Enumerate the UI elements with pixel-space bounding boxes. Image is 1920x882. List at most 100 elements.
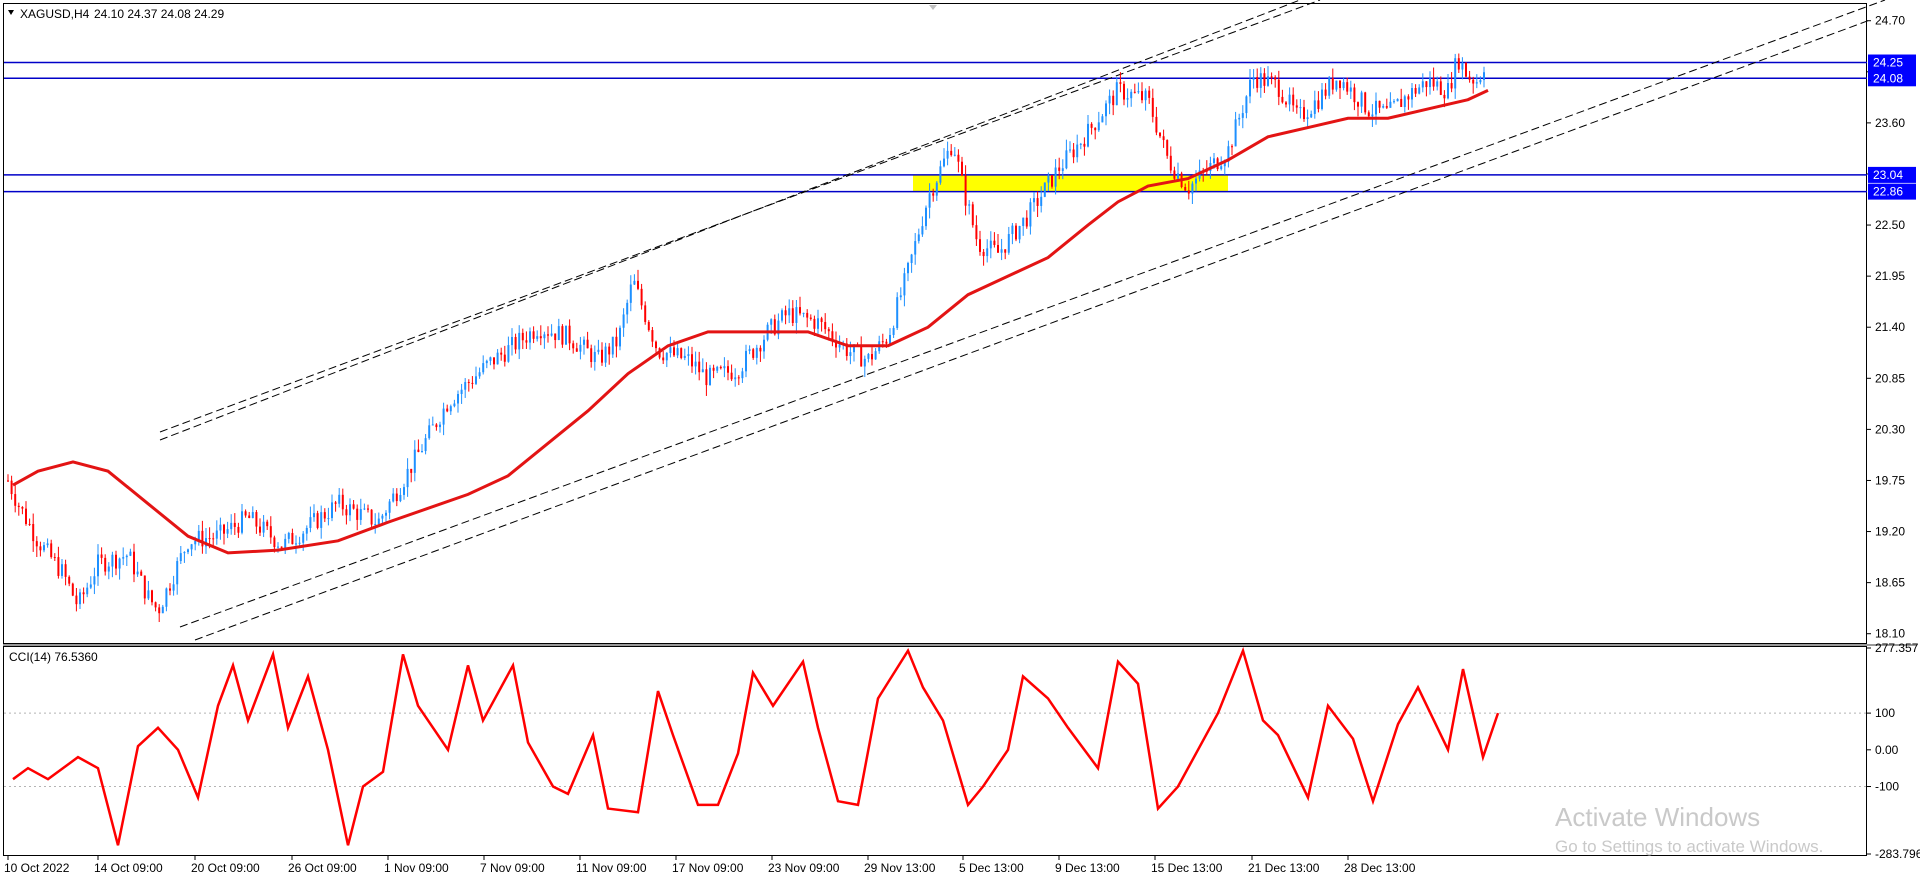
candle-body bbox=[403, 487, 405, 495]
candle-body bbox=[1097, 122, 1100, 131]
candle-body bbox=[907, 262, 909, 274]
candle-body bbox=[1375, 100, 1377, 115]
candle-body bbox=[1414, 88, 1417, 94]
candle-body bbox=[467, 382, 470, 384]
candle-body bbox=[1249, 79, 1251, 97]
candle-body bbox=[298, 542, 301, 544]
candle-body bbox=[874, 351, 877, 360]
price-axis-label: 18.65 bbox=[1875, 576, 1905, 590]
candle-body bbox=[1313, 100, 1316, 114]
candle-body bbox=[169, 588, 171, 591]
candle-body bbox=[579, 344, 582, 352]
symbol-menu-arrow-icon[interactable] bbox=[8, 10, 14, 15]
candle-body bbox=[1173, 170, 1176, 179]
candle-body bbox=[1000, 249, 1003, 253]
chart-shift-marker-icon[interactable] bbox=[929, 5, 937, 10]
cci-axis-label: 0.00 bbox=[1875, 743, 1899, 757]
candle-body bbox=[482, 363, 485, 373]
candle-body bbox=[759, 347, 762, 352]
candle-body bbox=[655, 341, 657, 349]
candle-body bbox=[1425, 81, 1428, 88]
candle-body bbox=[521, 332, 524, 341]
price-axis-label: 23.60 bbox=[1875, 116, 1905, 130]
candle-body bbox=[694, 361, 697, 367]
candle-body bbox=[730, 372, 733, 380]
candle-body bbox=[122, 557, 125, 559]
candle-body bbox=[752, 349, 755, 358]
candle-body bbox=[1231, 146, 1233, 148]
candle-body bbox=[1101, 116, 1104, 123]
candle-body bbox=[277, 546, 279, 548]
candle-body bbox=[1443, 94, 1446, 99]
candle-body bbox=[1256, 77, 1259, 88]
candle-body bbox=[719, 366, 722, 369]
candle-body bbox=[1346, 82, 1349, 92]
candle-body bbox=[669, 347, 672, 353]
cci-axis-label: 100 bbox=[1875, 706, 1895, 720]
candle-body bbox=[151, 590, 153, 603]
candle-body bbox=[323, 512, 326, 519]
candle-body bbox=[251, 512, 254, 519]
candle-body bbox=[590, 348, 593, 363]
candle-body bbox=[1367, 112, 1370, 117]
candle-body bbox=[377, 518, 380, 525]
symbol-label[interactable]: XAGUSD,H4 bbox=[20, 7, 90, 21]
candle-body bbox=[370, 509, 373, 525]
candle-body bbox=[104, 557, 107, 572]
candle-body bbox=[1310, 113, 1313, 118]
candle-body bbox=[1245, 96, 1248, 114]
candle-body bbox=[867, 354, 870, 359]
price-tag-box bbox=[1868, 70, 1916, 87]
candle-body bbox=[68, 576, 71, 584]
time-axis-label: 1 Nov 09:00 bbox=[384, 861, 449, 875]
candle-body bbox=[1335, 80, 1338, 90]
candle-body bbox=[1061, 168, 1064, 171]
candle-body bbox=[496, 352, 499, 365]
candle-body bbox=[449, 406, 452, 412]
candle-body bbox=[1115, 82, 1118, 106]
candle-body bbox=[64, 564, 67, 577]
candle-body bbox=[561, 326, 564, 345]
candle-body bbox=[1281, 96, 1284, 103]
candle-body bbox=[356, 508, 359, 520]
candle-body bbox=[421, 451, 423, 453]
candle-body bbox=[1393, 101, 1395, 103]
candle-body bbox=[637, 280, 639, 289]
candle-body bbox=[1162, 136, 1165, 141]
candle-body bbox=[953, 154, 956, 156]
candle-body bbox=[140, 571, 143, 576]
cci-axis-label: -283.796 bbox=[1875, 847, 1920, 861]
channel-line-lower-outer bbox=[194, 19, 1871, 641]
candle-body bbox=[993, 240, 996, 245]
candle-body bbox=[565, 325, 567, 345]
candle-body bbox=[1004, 249, 1007, 253]
watermark-title: Activate Windows bbox=[1555, 802, 1760, 832]
candle-body bbox=[961, 161, 963, 176]
candle-body bbox=[50, 543, 53, 558]
candle-body bbox=[1241, 113, 1244, 118]
candle-body bbox=[7, 480, 9, 482]
candle-body bbox=[237, 526, 240, 533]
candle-body bbox=[341, 494, 344, 510]
candle-body bbox=[1025, 217, 1028, 227]
candle-body bbox=[662, 357, 665, 361]
candle-body bbox=[313, 513, 315, 518]
candle-body bbox=[14, 494, 17, 506]
candle-body bbox=[352, 504, 355, 509]
time-axis-label: 5 Dec 13:00 bbox=[959, 861, 1024, 875]
candle-body bbox=[183, 552, 186, 554]
candle-body bbox=[1339, 80, 1341, 89]
candle-body bbox=[1238, 117, 1241, 120]
candle-body bbox=[608, 346, 611, 355]
candle-body bbox=[716, 366, 719, 371]
cci-indicator-label[interactable]: CCI(14) 76.5360 bbox=[9, 650, 98, 664]
candle-body bbox=[43, 545, 45, 551]
candle-body bbox=[1079, 143, 1082, 145]
candle-body bbox=[619, 327, 621, 347]
candle-body bbox=[1018, 225, 1021, 240]
candle-body bbox=[644, 305, 647, 322]
candle-body bbox=[597, 349, 600, 352]
candle-body bbox=[849, 352, 852, 357]
candle-body bbox=[442, 408, 445, 425]
